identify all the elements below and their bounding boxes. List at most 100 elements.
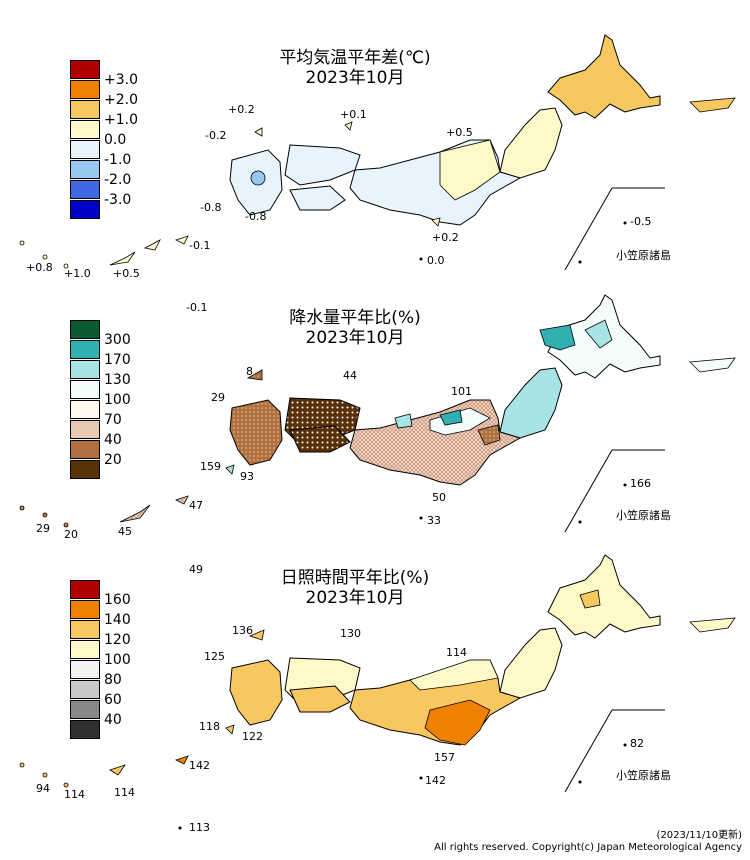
hokkaido-wet-area: [539, 324, 576, 351]
legend-swatch: [70, 620, 100, 639]
legend-swatch: [70, 340, 100, 359]
station-value: 33: [427, 514, 441, 527]
legend-label: 140: [104, 612, 131, 628]
station-value: 142: [425, 774, 446, 787]
kyushu-cool-spot: [250, 170, 266, 186]
honshu-central-region: [349, 139, 522, 226]
legend-swatch: [70, 140, 100, 159]
legend-swatch: [70, 600, 100, 619]
ogasawara-label: 小笠原諸島: [616, 249, 671, 262]
ogasawara-label: 小笠原諸島: [616, 509, 671, 522]
title-line1: 日照時間平年比(%): [280, 568, 430, 588]
station-value: 157: [434, 751, 455, 764]
legend-label: 120: [104, 632, 131, 648]
legend-swatch: [70, 80, 100, 99]
legend-swatch: [70, 160, 100, 179]
station-value: 118: [199, 720, 220, 733]
shikoku-region: [289, 425, 351, 453]
station-value: 93: [240, 470, 254, 483]
legend-swatch: [70, 100, 100, 119]
station-value: 114: [64, 788, 85, 801]
legend-label: 40: [104, 432, 122, 448]
ogasawara-label: 小笠原諸島: [616, 769, 671, 782]
station-value: 136: [232, 624, 253, 637]
temperature-anomaly-panel: 平均気温平年差(℃) 2023年10月 +3.0 +2.0 +1.0 0.0 -…: [0, 0, 750, 290]
station-value: 29: [36, 522, 50, 535]
legend-swatch: [70, 320, 100, 339]
precipitation-ratio-panel: 降水量平年比(%) 2023年10月 300 170 130 100 70 40…: [0, 290, 750, 550]
legend-swatch: [70, 420, 100, 439]
legend-label: 40: [104, 712, 122, 728]
legend-label: 160: [104, 592, 131, 608]
legend-label: 0.0: [104, 132, 127, 148]
station-value: 82: [630, 737, 644, 750]
temperature-title: 平均気温平年差(℃) 2023年10月: [250, 48, 460, 88]
station-value: 125: [204, 650, 225, 663]
legend-swatch: [70, 120, 100, 139]
station-value: 130: [340, 627, 361, 640]
title-line2: 2023年10月: [305, 588, 405, 608]
legend-swatch: [70, 680, 100, 699]
station-value: -0.8: [200, 201, 222, 214]
legend-label: 60: [104, 692, 122, 708]
tohoku-region: [499, 107, 563, 179]
hokkaido-region: [547, 554, 661, 639]
honshu-sunny-area: [424, 699, 491, 746]
station-value: +0.5: [113, 267, 140, 280]
station-value: -0.1: [186, 301, 208, 314]
tohoku-region: [499, 627, 563, 699]
station-value: 0.0: [427, 254, 445, 267]
station-value: 101: [451, 385, 472, 398]
legend-label: +1.0: [104, 112, 138, 128]
chugoku-region: [284, 144, 361, 186]
temperature-map: [19, 34, 736, 271]
station-value: +0.8: [26, 261, 53, 274]
honshu-north-pocket: [439, 139, 501, 201]
station-value: -0.5: [630, 215, 652, 228]
legend-label: 130: [104, 372, 131, 388]
legend-swatch: [70, 360, 100, 379]
station-value: +0.1: [340, 108, 367, 121]
title-line2: 2023年10月: [305, 68, 405, 88]
legend-swatch: [70, 700, 100, 719]
station-value: +0.2: [228, 103, 255, 116]
station-value: 94: [36, 782, 50, 795]
title-line1: 平均気温平年差(℃): [279, 48, 431, 68]
station-value: +1.0: [64, 267, 91, 280]
legend-swatch: [70, 440, 100, 459]
hokkaido-region: [547, 34, 661, 119]
honshu-central-region: [349, 399, 522, 486]
station-value: 20: [64, 528, 78, 541]
legend-label: 20: [104, 452, 122, 468]
station-value: 45: [118, 525, 132, 538]
legend-swatch: [70, 180, 100, 199]
update-date: (2023/11/10更新): [656, 830, 742, 841]
station-value: 159: [200, 460, 221, 473]
station-value: 29: [211, 391, 225, 404]
footer: (2023/11/10更新) All rights reserved. Copy…: [434, 830, 742, 854]
legend-swatch: [70, 60, 100, 79]
station-value: 50: [432, 491, 446, 504]
legend-swatch: [70, 660, 100, 679]
station-value: 8: [246, 365, 253, 378]
kyushu-region: [229, 399, 283, 466]
legend-label: +3.0: [104, 72, 138, 88]
shikoku-region: [289, 685, 351, 713]
legend-label: 80: [104, 672, 122, 688]
legend-swatch: [70, 580, 100, 599]
station-value: -0.8: [245, 210, 267, 223]
legend-swatch: [70, 460, 100, 479]
legend-label: 100: [104, 652, 131, 668]
precipitation-title: 降水量平年比(%) 2023年10月: [250, 308, 460, 348]
shikoku-region: [289, 185, 346, 211]
copyright: All rights reserved. Copyright(c) Japan …: [434, 842, 742, 853]
precipitation-map: [19, 294, 736, 533]
station-value: +0.2: [432, 231, 459, 244]
legend-swatch: [70, 200, 100, 219]
legend-label: 300: [104, 332, 131, 348]
sunshine-title: 日照時間平年比(%) 2023年10月: [250, 568, 460, 608]
legend-label: 70: [104, 412, 122, 428]
kyushu-region: [229, 659, 283, 726]
legend-label: -2.0: [104, 172, 132, 188]
station-value: 122: [242, 730, 263, 743]
